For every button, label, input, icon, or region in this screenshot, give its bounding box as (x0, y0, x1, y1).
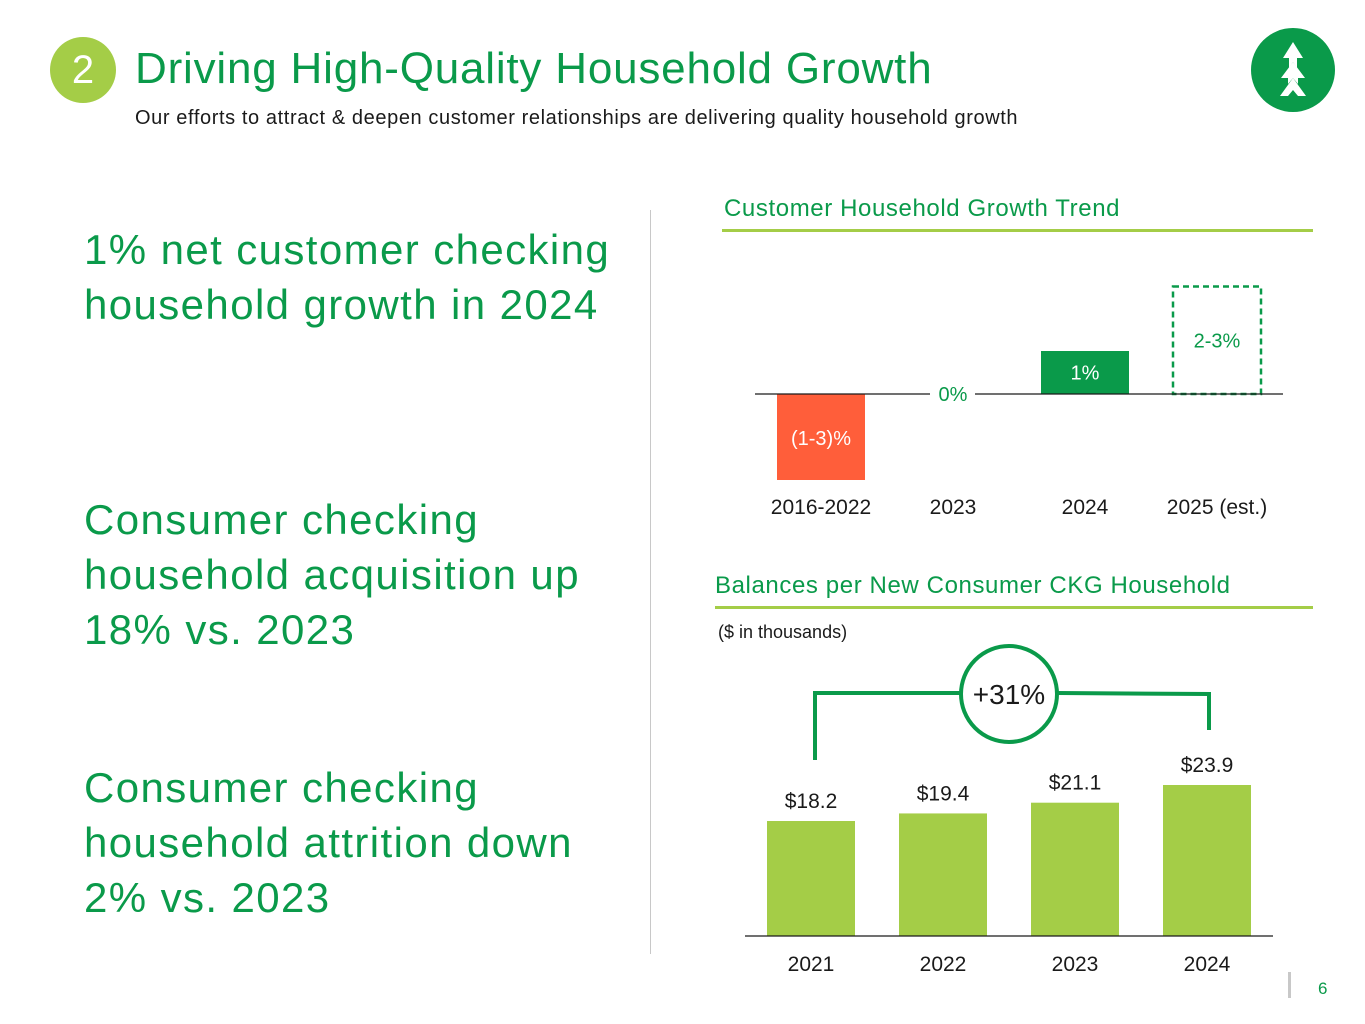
growth-bar (1041, 351, 1129, 394)
page-number: 6 (1318, 979, 1328, 998)
growth-category-label: 2025 (est.) (1167, 496, 1267, 519)
brand-logo (1251, 28, 1335, 112)
balance-value-label: $18.2 (785, 790, 838, 813)
balance-value-label: $19.4 (917, 782, 970, 805)
tree-icon (1280, 42, 1306, 96)
highlight-household-growth: 1% net customer checking household growt… (84, 226, 611, 328)
page-subtitle: Our efforts to attract & deepen customer… (135, 107, 1019, 129)
balances-chart-title-rule (715, 606, 1313, 609)
growth-bar-label: 0% (939, 384, 968, 406)
balances-units-note: ($ in thousands) (718, 622, 847, 642)
footer-divider (1288, 972, 1291, 998)
balance-year-label: 2022 (920, 953, 967, 976)
growth-bar-estimate (1171, 285, 1263, 396)
balance-value-label: $21.1 (1049, 772, 1102, 795)
growth-chart-title-rule (722, 229, 1313, 232)
page-title: Driving High-Quality Household Growth (135, 44, 933, 93)
growth-category-label: 2024 (1062, 496, 1109, 519)
balance-year-label: 2024 (1184, 953, 1231, 976)
growth-bar-label: (1-3)% (791, 428, 851, 450)
balance-bar (1031, 802, 1119, 936)
section-number-badge: 2 (50, 37, 116, 103)
growth-chart-title: Customer Household Growth Trend (724, 195, 1120, 222)
column-divider (650, 210, 651, 954)
growth-bracket (813, 691, 1211, 760)
highlight-attrition: Consumer checking household attrition do… (84, 764, 573, 921)
balance-year-label: 2023 (1052, 953, 1099, 976)
balance-year-label: 2021 (788, 953, 835, 976)
growth-callout-circle (959, 644, 1059, 744)
balances-chart-title: Balances per New Consumer CKG Household (715, 572, 1231, 599)
balance-bar (1163, 785, 1251, 936)
growth-bar-label: 1% (1071, 363, 1100, 385)
growth-bar (777, 394, 865, 480)
growth-bar-label: 2-3% (1194, 330, 1241, 352)
growth-category-label: 2023 (930, 496, 977, 519)
growth-callout-label: +31% (973, 679, 1045, 710)
balance-value-label: $23.9 (1181, 754, 1234, 777)
balance-bar (899, 813, 987, 936)
growth-category-label: 2016-2022 (771, 496, 871, 519)
highlight-acquisition: Consumer checking household acquisition … (84, 496, 580, 653)
balance-bar (767, 821, 855, 936)
